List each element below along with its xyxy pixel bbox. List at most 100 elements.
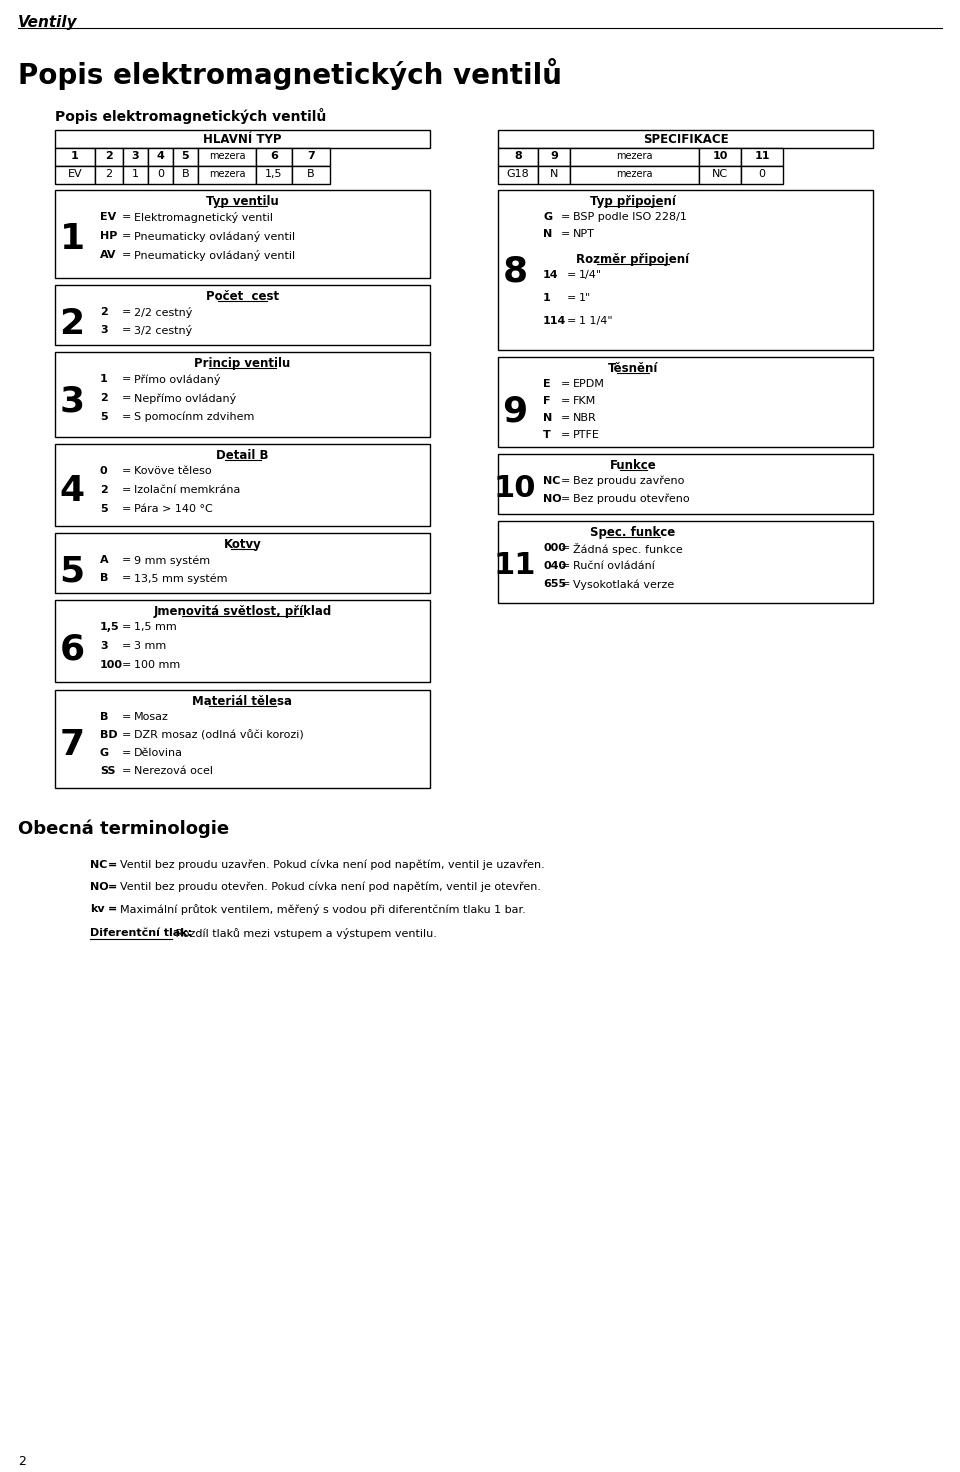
Text: 1: 1 (543, 293, 551, 303)
Text: 0: 0 (758, 169, 765, 180)
Text: =: = (561, 430, 570, 440)
Text: EV: EV (100, 212, 116, 222)
Text: =: = (561, 475, 570, 486)
Text: =: = (108, 904, 117, 914)
Text: kv: kv (90, 904, 105, 914)
Text: =: = (122, 573, 132, 583)
Bar (498, 358, 873, 447)
Text: 1/4": 1/4" (579, 269, 602, 280)
Text: 5: 5 (60, 555, 84, 589)
Text: =: = (122, 308, 132, 316)
Bar (292, 149, 330, 166)
Text: 10: 10 (712, 152, 728, 160)
Text: 1,5: 1,5 (265, 169, 283, 180)
Text: =: = (561, 230, 570, 238)
Bar (538, 166, 570, 184)
Text: AV: AV (100, 250, 116, 261)
Text: 2: 2 (100, 393, 108, 403)
Text: Přímo ovládaný: Přímo ovládaný (134, 374, 221, 386)
Text: =: = (561, 414, 570, 422)
Bar (498, 166, 538, 184)
Text: 6: 6 (270, 152, 278, 160)
Text: Rozměr připojení: Rozměr připojení (576, 253, 689, 266)
Text: Rozdíl tlaků mezi vstupem a výstupem ventilu.: Rozdíl tlaků mezi vstupem a výstupem ven… (172, 927, 437, 939)
Bar (498, 190, 873, 350)
Text: =: = (561, 495, 570, 503)
Bar (256, 149, 292, 166)
Text: N: N (543, 414, 552, 422)
Text: =: = (122, 623, 132, 631)
Text: Spec. funkce: Spec. funkce (590, 526, 676, 539)
Text: S pomocínm zdvihem: S pomocínm zdvihem (134, 412, 254, 422)
Bar (123, 166, 148, 184)
Bar (55, 286, 430, 344)
Bar (498, 453, 873, 514)
Bar (498, 130, 873, 149)
Text: 3: 3 (100, 640, 108, 651)
Text: Bez proudu otevřeno: Bez proudu otevřeno (573, 495, 689, 505)
Text: Nerezová ocel: Nerezová ocel (134, 765, 213, 776)
Text: NC: NC (90, 860, 108, 870)
Text: DZR mosaz (odlná vůči korozi): DZR mosaz (odlná vůči korozi) (134, 730, 303, 740)
Text: E: E (543, 378, 551, 389)
Text: 5: 5 (100, 503, 108, 514)
Text: =: = (122, 325, 132, 336)
Text: 9: 9 (502, 394, 528, 428)
Text: N: N (543, 230, 552, 238)
Bar (198, 149, 256, 166)
Text: 2: 2 (100, 308, 108, 316)
Text: B: B (307, 169, 315, 180)
Text: Materiál tělesa: Materiál tělesa (193, 695, 293, 708)
Text: 11: 11 (493, 551, 537, 580)
Text: mezera: mezera (208, 169, 245, 180)
Text: 13,5 mm systém: 13,5 mm systém (134, 573, 228, 583)
Text: Kotvy: Kotvy (224, 537, 261, 551)
Text: Jmenovitá světlost, příklad: Jmenovitá světlost, příklad (154, 605, 331, 618)
Text: 000: 000 (543, 543, 565, 553)
Text: Princip ventilu: Princip ventilu (194, 358, 291, 369)
Text: 1": 1" (579, 293, 591, 303)
Text: =: = (122, 250, 132, 261)
Bar (148, 149, 173, 166)
Text: 2: 2 (60, 308, 84, 342)
Text: NPT: NPT (573, 230, 595, 238)
Bar (55, 166, 95, 184)
Bar (95, 149, 123, 166)
Bar (55, 601, 430, 682)
Text: BD: BD (100, 730, 118, 740)
Text: Popis elektromagnetických ventilů: Popis elektromagnetických ventilů (55, 107, 326, 124)
Text: 2/2 cestný: 2/2 cestný (134, 308, 192, 318)
Text: Ventil bez proudu otevřen. Pokud cívka není pod napětím, ventil je otevřen.: Ventil bez proudu otevřen. Pokud cívka n… (120, 882, 541, 892)
Text: =: = (122, 231, 132, 241)
Text: B: B (100, 712, 108, 721)
Text: 9 mm systém: 9 mm systém (134, 555, 210, 565)
Bar (741, 166, 783, 184)
Text: SS: SS (100, 765, 115, 776)
Text: Funkce: Funkce (610, 459, 657, 473)
Text: Kovöve těleso: Kovöve těleso (134, 467, 211, 475)
Text: SPECIFIKACE: SPECIFIKACE (642, 132, 729, 146)
Bar (741, 149, 783, 166)
Bar (256, 166, 292, 184)
Bar (148, 166, 173, 184)
Bar (498, 149, 538, 166)
Text: B: B (181, 169, 189, 180)
Text: G: G (543, 212, 552, 222)
Text: 6: 6 (60, 631, 84, 665)
Text: 1: 1 (60, 222, 84, 256)
Text: G18: G18 (507, 169, 529, 180)
Text: Typ připojení: Typ připojení (590, 194, 676, 208)
Text: =: = (561, 578, 570, 589)
Text: 8: 8 (502, 255, 528, 289)
Text: 1,5: 1,5 (100, 623, 120, 631)
Text: EPDM: EPDM (573, 378, 605, 389)
Text: Ventily: Ventily (18, 15, 78, 29)
Text: 5: 5 (181, 152, 189, 160)
Text: =: = (122, 503, 132, 514)
Text: 100: 100 (100, 659, 123, 670)
Text: =: = (122, 393, 132, 403)
Text: Obecná terminologie: Obecná terminologie (18, 820, 229, 839)
Text: Vysokotlaká verze: Vysokotlaká verze (573, 578, 674, 589)
Text: 3: 3 (132, 152, 139, 160)
Text: F: F (543, 396, 550, 406)
